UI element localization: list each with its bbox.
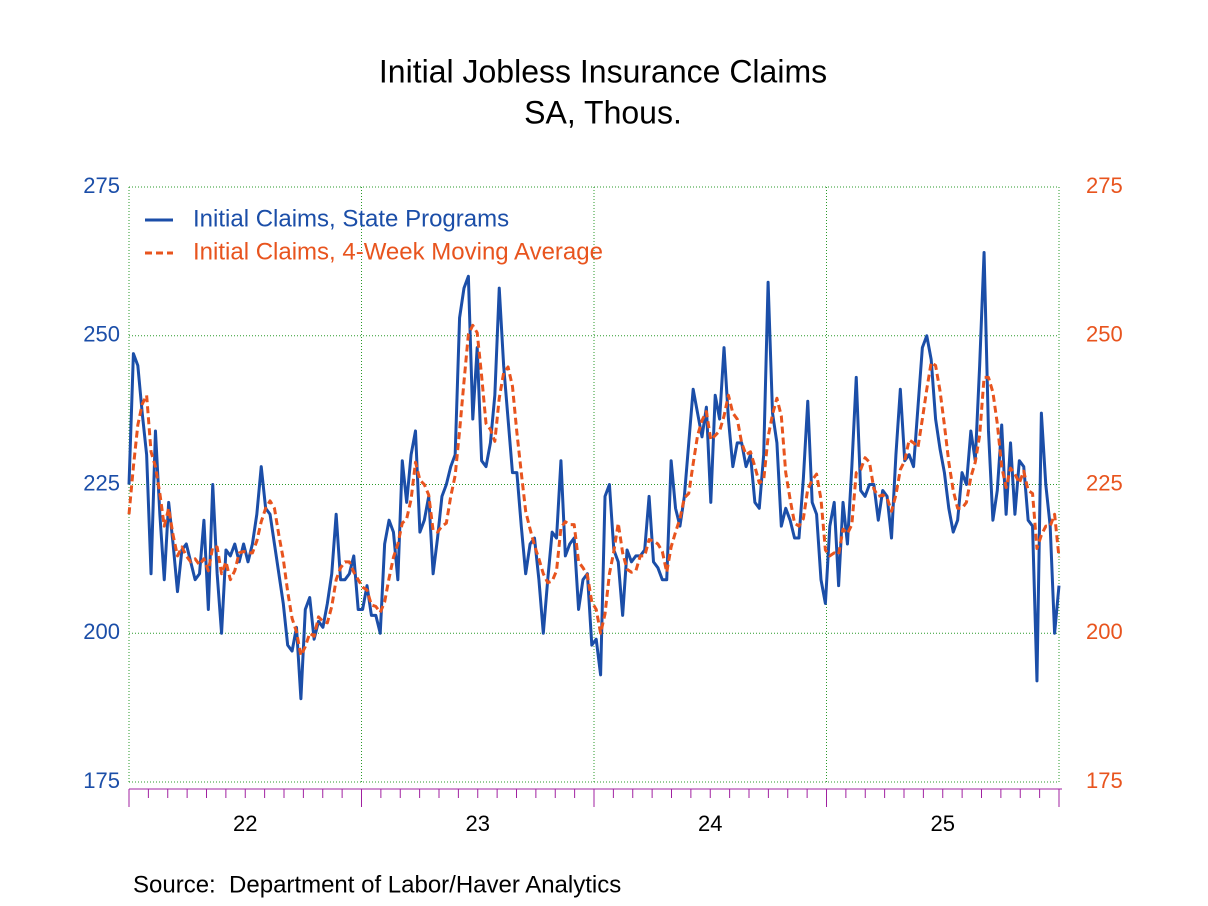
x-period-label: 23 [466,811,490,836]
source-note: Source: Department of Labor/Haver Analyt… [133,871,621,898]
y2-tick-label: 225 [1086,470,1123,495]
chart-subtitle: SA, Thous. [524,94,682,130]
series-line [127,323,1061,658]
y2-tick-label: 275 [1086,173,1123,198]
x-period-label: 25 [931,811,955,836]
x-period-label: 22 [233,811,257,836]
x-period-label: 24 [698,811,722,836]
y-tick-label: 250 [83,322,120,347]
chart-title: Initial Jobless Insurance Claims [379,53,827,89]
y2-tick-label: 175 [1086,768,1123,793]
y2-tick-label: 200 [1086,619,1123,644]
y-tick-label: 275 [83,173,120,198]
y-tick-label: 200 [83,619,120,644]
y2-tick-label: 250 [1086,322,1123,347]
series-line [127,250,1061,701]
y-tick-label: 225 [83,470,120,495]
legend-label: Initial Claims, 4-Week Moving Average [193,238,603,265]
y-tick-label: 175 [83,768,120,793]
legend-label: Initial Claims, State Programs [193,205,509,232]
